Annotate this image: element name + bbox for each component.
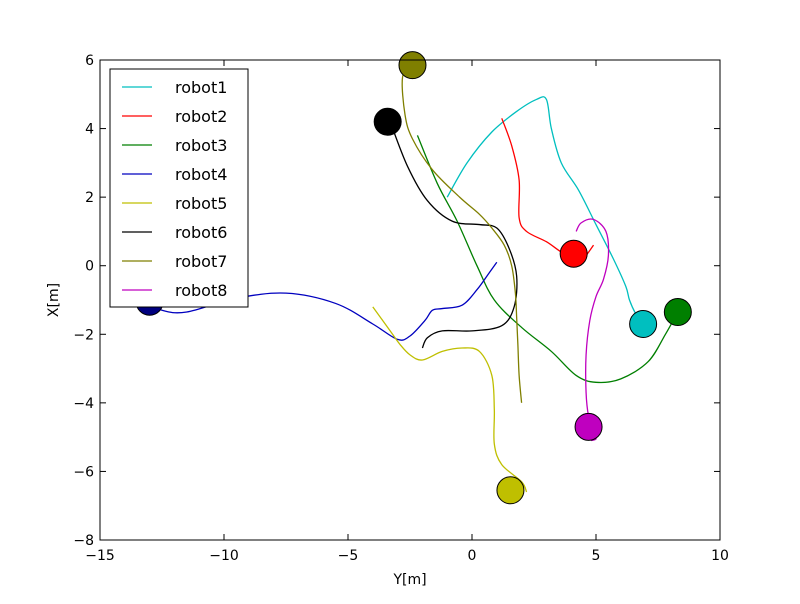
x-tick-label: −5: [338, 548, 359, 564]
legend-label-robot3: robot3: [175, 136, 227, 155]
robot-marker-robot7: [398, 51, 427, 80]
y-tick-label: 0: [85, 259, 94, 275]
ticks-layer: −15 −10 −5 0 5 10 −8 −6 −4 −2 0 2 4 6: [73, 53, 729, 564]
x-tick-label: −15: [85, 548, 115, 564]
legend-label-robot4: robot4: [175, 165, 227, 184]
plot-frame: [99, 59, 721, 541]
legend-box: [109, 68, 249, 308]
y-tick-label: 2: [85, 190, 94, 206]
robot-marker-robot6: [373, 107, 402, 136]
legend: robot1 robot2 robot3 robot4 robot5 robot6 robo…: [109, 68, 249, 308]
x-tick-label: 10: [711, 548, 729, 564]
legend-label-robot7: robot7: [175, 252, 227, 271]
x-tick-label: 0: [468, 548, 477, 564]
robot-marker-robot1: [629, 310, 658, 338]
robot-marker-robot2: [559, 239, 588, 268]
y-tick-label: 4: [85, 122, 94, 138]
y-axis-label: X[m]: [46, 283, 62, 317]
series-line-robot1: [446, 96, 644, 325]
y-tick-label: −6: [73, 464, 94, 480]
y-tick-label: −8: [73, 533, 94, 549]
y-tick-label: −4: [73, 396, 94, 412]
robot-marker-robot5: [496, 476, 525, 505]
x-tick-label: 5: [592, 548, 601, 564]
series-line-robot5: [372, 306, 528, 493]
legend-label-robot6: robot6: [175, 223, 227, 242]
marker-layer: [135, 51, 692, 505]
series-line-robot7: [401, 64, 523, 403]
robot-marker-robot8: [574, 412, 603, 441]
legend-label-robot2: robot2: [175, 107, 227, 126]
x-tick-label: −10: [209, 548, 239, 564]
legend-label-robot8: robot8: [175, 281, 227, 300]
y-tick-label: −2: [73, 327, 94, 343]
series-line-robot6: [389, 121, 518, 349]
robot-marker-robot3: [663, 298, 692, 326]
legend-label-robot1: robot1: [175, 78, 227, 97]
y-tick-label: 6: [85, 53, 94, 69]
legend-label-robot5: robot5: [175, 194, 227, 213]
series-line-robot3: [416, 135, 679, 384]
x-axis-label: Y[m]: [392, 572, 426, 588]
